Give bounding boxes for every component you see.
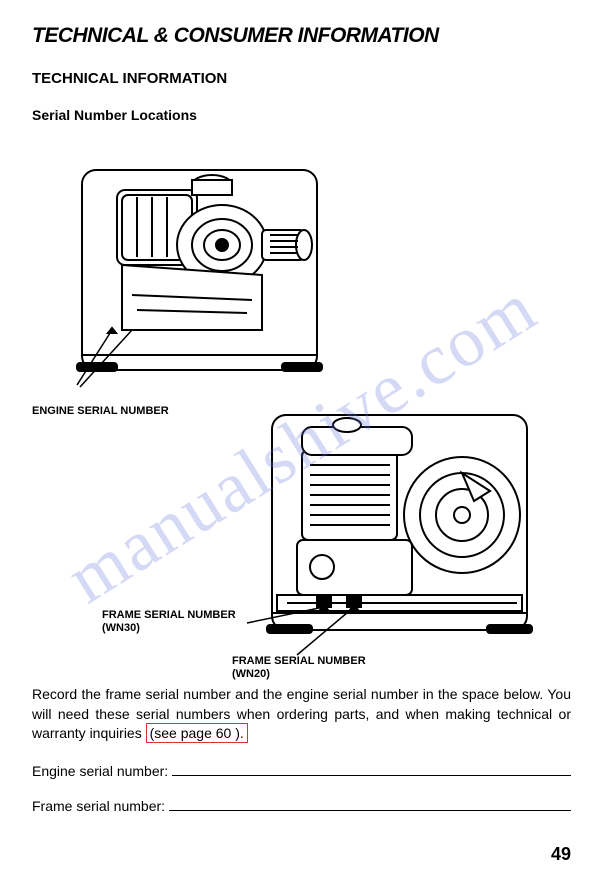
callout-frame-wn30-line1: FRAME SERIAL NUMBER [102,609,236,621]
body-text-part1: Record the frame serial number and the e… [32,686,571,741]
frame-serial-label: Frame serial number: [32,798,165,814]
callout-frame-wn20-line1: FRAME SERIAL NUMBER [232,655,366,667]
callout-frame-wn30-line2: (WN30) [102,622,140,634]
main-title: TECHNICAL & CONSUMER INFORMATION [32,24,571,48]
engine-serial-fill-line: Engine serial number: [32,762,571,779]
engine-illustration-2 [242,395,552,665]
subsection-title: Serial Number Locations [32,107,571,123]
callout-frame-wn30: FRAME SERIAL NUMBER (WN30) [102,609,236,635]
diagram-area: ENGINE SERIAL NUMBER FRAME SERIAL NUMBER… [32,135,571,675]
frame-serial-fill-line: Frame serial number: [32,797,571,814]
section-title: TECHNICAL INFORMATION [32,70,571,87]
body-paragraph: Record the frame serial number and the e… [32,685,571,744]
frame-serial-blank [169,797,571,811]
engine-serial-blank [172,762,571,776]
callout-engine-serial: ENGINE SERIAL NUMBER [32,405,169,418]
engine-illustration-1 [62,135,342,395]
callout-frame-wn20: FRAME SERIAL NUMBER (WN20) [232,655,366,681]
page-number: 49 [551,844,571,865]
page-reference-link[interactable]: (see page 60 ). [146,723,248,743]
callout-frame-wn20-line2: (WN20) [232,668,270,680]
engine-serial-label: Engine serial number: [32,763,168,779]
